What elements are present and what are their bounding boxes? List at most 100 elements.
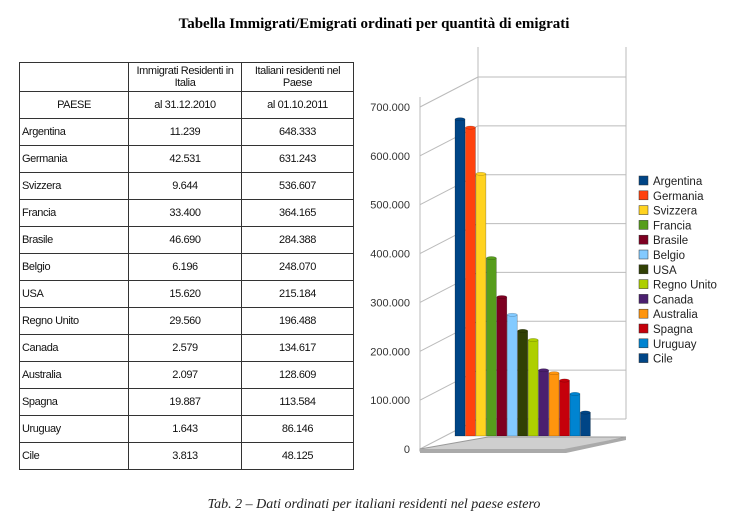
- bar-top: [559, 378, 570, 383]
- bar-svizzera: [475, 173, 487, 437]
- bar-argentina: [454, 118, 466, 437]
- bar-regno-unito: [527, 339, 539, 437]
- bar-australia: [548, 372, 560, 437]
- immigrati-cell: 1.643: [128, 415, 242, 443]
- bar-brasile: [496, 296, 508, 437]
- table-row: Uruguay 1.643 86.146: [19, 415, 354, 443]
- bar-cile: [580, 412, 591, 437]
- table-caption: Tab. 2 – Dati ordinati per italiani resi…: [207, 497, 541, 512]
- bar-top: [538, 368, 549, 373]
- bar-top: [548, 371, 560, 376]
- country-cell: Uruguay: [19, 415, 129, 443]
- immigrati-cell: 11.239: [128, 118, 242, 146]
- y-tick-label: 600.000: [370, 151, 410, 163]
- legend-swatch: [638, 279, 649, 289]
- legend-label: Svizzera: [653, 206, 698, 218]
- bar-top: [496, 295, 508, 299]
- italiani-cell: 364.165: [241, 199, 354, 227]
- bar-francia: [486, 257, 497, 437]
- header-cell: al 31.12.2010: [128, 91, 242, 119]
- italiani-cell: 284.388: [241, 226, 354, 254]
- legend-swatch: [638, 205, 649, 215]
- chart-floor-edge: [420, 437, 626, 453]
- table-row: Australia 2.097 128.609: [19, 361, 354, 389]
- immigrati-cell: 3.813: [128, 442, 242, 470]
- legend-label: Spagna: [653, 324, 693, 336]
- country-cell: Argentina: [19, 118, 129, 146]
- table-row: USA 15.620 215.184: [19, 280, 354, 308]
- bar-germania: [465, 127, 476, 437]
- table-row: Cile 3.813 48.125: [19, 442, 354, 470]
- bar-top: [569, 392, 581, 396]
- country-cell: Svizzera: [19, 172, 129, 200]
- table-header-row: Immigrati Residenti in Italia Italiani r…: [19, 62, 354, 92]
- y-tick-label: 700.000: [370, 102, 410, 114]
- bar-belgio: [506, 314, 518, 437]
- bar-top: [486, 256, 497, 260]
- legend-swatch: [638, 220, 649, 230]
- legend-label: Australia: [653, 309, 698, 321]
- table-row: Argentina 11.239 648.333: [19, 118, 354, 146]
- table-header-row: PAESE al 31.12.2010 al 01.10.2011: [19, 91, 354, 119]
- bar-uruguay: [569, 393, 581, 437]
- immigrati-cell: 29.560: [128, 307, 242, 335]
- legend-label: Uruguay: [653, 339, 697, 351]
- country-cell: Francia: [19, 199, 129, 227]
- y-tick-label: 100.000: [370, 395, 410, 407]
- italiani-cell: 215.184: [241, 280, 354, 308]
- legend-label: Francia: [653, 220, 692, 232]
- y-tick-label: 0: [404, 444, 410, 456]
- legend-label: Argentina: [653, 176, 703, 188]
- bar-spagna: [559, 380, 570, 437]
- country-cell: Regno Unito: [19, 307, 129, 335]
- legend-swatch: [638, 249, 649, 260]
- bar-top: [507, 312, 518, 317]
- legend-swatch: [638, 294, 649, 304]
- legend-label: Regno Unito: [653, 280, 717, 292]
- bar-usa: [517, 330, 529, 437]
- legend-label: Canada: [653, 294, 694, 306]
- y-tick-label: 200.000: [370, 346, 410, 358]
- legend-swatch: [638, 190, 649, 201]
- data-table: Immigrati Residenti in Italia Italiani r…: [19, 62, 354, 470]
- y-tick-label: 400.000: [370, 249, 410, 261]
- legend-label: USA: [653, 265, 677, 277]
- header-cell: [19, 62, 129, 92]
- bar-top: [517, 329, 528, 333]
- legend-swatch: [638, 308, 649, 319]
- legend-swatch: [638, 323, 649, 334]
- legend-label: Belgio: [653, 250, 685, 262]
- legend-label: Germania: [653, 191, 704, 203]
- y-tick-label: 300.000: [370, 297, 410, 309]
- legend-swatch: [638, 264, 649, 275]
- table-row: Canada 2.579 134.617: [19, 334, 354, 362]
- country-cell: Belgio: [19, 253, 129, 281]
- header-cell: Immigrati Residenti in Italia: [128, 62, 242, 92]
- country-cell: Germania: [19, 145, 129, 173]
- page-title: Tabella Immigrati/Emigrati ordinati per …: [178, 16, 570, 32]
- bar-top: [465, 125, 476, 130]
- country-cell: Spagna: [19, 388, 129, 416]
- italiani-cell: 113.584: [241, 388, 354, 416]
- table-row: Svizzera 9.644 536.607: [19, 172, 354, 200]
- bar-top: [580, 410, 591, 415]
- italiani-cell: 48.125: [241, 442, 354, 470]
- bar-top: [454, 117, 466, 122]
- table-row: Regno Unito 29.560 196.488: [19, 307, 354, 335]
- legend-swatch: [638, 353, 649, 363]
- header-cell: al 01.10.2011: [241, 91, 354, 119]
- country-cell: Cile: [19, 442, 129, 470]
- immigrati-cell: 46.690: [128, 226, 242, 254]
- immigrati-cell: 6.196: [128, 253, 242, 281]
- italiani-cell: 86.146: [241, 415, 354, 443]
- header-cell: PAESE: [19, 91, 129, 119]
- legend-swatch: [638, 234, 649, 245]
- table-row: Spagna 19.887 113.584: [19, 388, 354, 416]
- table-row: Francia 33.400 364.165: [19, 199, 354, 227]
- italiani-cell: 134.617: [241, 334, 354, 362]
- legend-swatch: [638, 338, 649, 349]
- bar-top: [527, 338, 539, 342]
- bar-canada: [538, 369, 549, 437]
- gridline: [419, 76, 479, 108]
